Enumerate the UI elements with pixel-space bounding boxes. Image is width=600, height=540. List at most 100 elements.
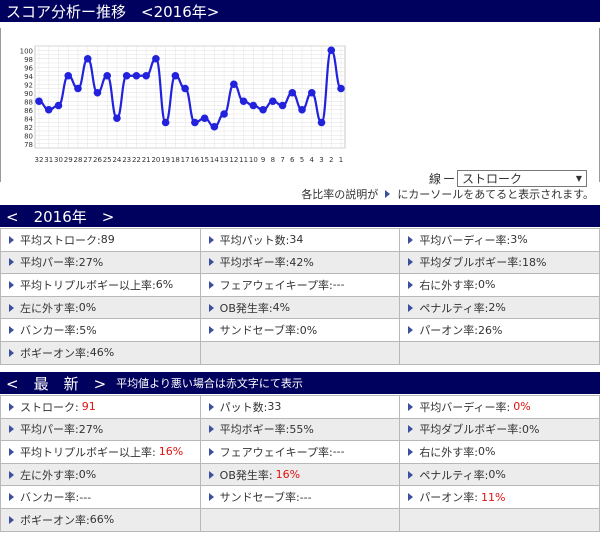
stat-label: 右に外す率: bbox=[419, 445, 479, 459]
line-selector: 線 ー ストローク ▼ bbox=[429, 170, 588, 187]
triangle-marker-icon[interactable] bbox=[208, 493, 214, 502]
year-section-header: < 2016年 > bbox=[0, 205, 600, 227]
stat-label: ボギーオン率: bbox=[20, 346, 90, 360]
table-row: 平均トリプルボギー以上率: 16% フェアウェイキープ率: --- 右に外す率: 0% bbox=[0, 440, 600, 464]
stat-item[interactable]: フェアウェイキープ率: --- bbox=[208, 444, 399, 460]
stat-item[interactable]: ストローク: 91 bbox=[9, 399, 199, 415]
triangle-marker-icon[interactable] bbox=[208, 402, 214, 411]
stat-item[interactable]: 左に外す率: 0% bbox=[9, 467, 199, 483]
stat-item[interactable]: バンカー率: 5% bbox=[9, 322, 199, 338]
triangle-marker-icon[interactable] bbox=[408, 303, 414, 312]
stat-item[interactable]: 平均ボギー率: 42% bbox=[208, 254, 399, 270]
triangle-marker-icon[interactable] bbox=[408, 447, 414, 456]
stat-value: 0% bbox=[78, 301, 97, 315]
triangle-marker-icon[interactable] bbox=[9, 447, 14, 456]
stat-item[interactable]: ペナルティ率: 0% bbox=[408, 467, 598, 483]
triangle-marker-icon[interactable] bbox=[408, 280, 414, 289]
triangle-marker-icon[interactable] bbox=[208, 470, 214, 479]
stat-cell: ボギーオン率: 66% bbox=[0, 507, 201, 532]
line-type-select[interactable]: ストローク ▼ bbox=[457, 170, 588, 187]
triangle-marker-icon[interactable] bbox=[208, 447, 214, 456]
table-row: 左に外す率: 0% OB発生率: 16% ペナルティ率: 0% bbox=[0, 462, 600, 487]
triangle-marker-icon[interactable] bbox=[408, 326, 414, 335]
stat-cell: パーオン率: 11% bbox=[399, 485, 600, 509]
stat-cell: サンドセーブ率: 0% bbox=[199, 318, 401, 342]
stat-item[interactable]: パーオン率: 26% bbox=[408, 322, 598, 338]
stat-item[interactable]: 平均ダブルボギー率: 18% bbox=[408, 254, 598, 270]
stat-cell: ペナルティ率: 0% bbox=[399, 462, 600, 487]
stat-value: 55% bbox=[289, 422, 314, 436]
data-point bbox=[269, 97, 277, 106]
data-point bbox=[161, 118, 170, 127]
stat-cell bbox=[399, 340, 600, 365]
x-tick-label: 32 bbox=[35, 156, 44, 164]
triangle-marker-icon[interactable] bbox=[408, 493, 414, 502]
triangle-marker-icon[interactable] bbox=[408, 402, 414, 411]
stat-item[interactable]: ボギーオン率: 46% bbox=[9, 345, 199, 361]
stat-label: ボギーオン率: bbox=[20, 513, 90, 527]
y-tick-label: 100 bbox=[20, 47, 33, 55]
triangle-marker-icon[interactable] bbox=[208, 425, 214, 434]
stat-item[interactable]: 平均パー率: 27% bbox=[9, 421, 199, 437]
stat-item[interactable]: サンドセーブ率: 0% bbox=[208, 322, 399, 338]
stat-value: 16% bbox=[275, 468, 301, 482]
stat-item[interactable]: OB発生率: 16% bbox=[208, 467, 399, 483]
triangle-marker-icon[interactable] bbox=[208, 258, 214, 267]
y-tick-label: 90 bbox=[24, 90, 33, 98]
triangle-marker-icon[interactable] bbox=[208, 235, 214, 244]
stat-value: 42% bbox=[289, 255, 314, 269]
triangle-marker-icon[interactable] bbox=[9, 326, 14, 335]
triangle-marker-icon[interactable] bbox=[208, 326, 214, 335]
stat-item[interactable]: 平均バーディー率: 3% bbox=[408, 232, 598, 248]
stat-item[interactable]: バンカー率: --- bbox=[9, 489, 199, 505]
triangle-marker-icon[interactable] bbox=[9, 280, 14, 289]
stat-value: --- bbox=[299, 490, 312, 504]
stat-item[interactable]: 平均パー率: 27% bbox=[9, 254, 199, 270]
stat-label: ペナルティ率: bbox=[419, 468, 489, 482]
x-tick-label: 18 bbox=[171, 156, 180, 164]
triangle-marker-icon[interactable] bbox=[208, 280, 214, 289]
stat-item[interactable]: 平均バーディー率: 0% bbox=[408, 399, 598, 415]
triangle-marker-icon[interactable] bbox=[408, 235, 414, 244]
stat-item[interactable]: 右に外す率: 0% bbox=[408, 277, 598, 293]
stat-label: 平均ボギー率: bbox=[219, 423, 290, 437]
stat-item[interactable]: 平均トリプルボギー以上率: 16% bbox=[9, 444, 199, 460]
triangle-marker-icon[interactable] bbox=[408, 425, 414, 434]
stat-label: フェアウェイキープ率: bbox=[219, 445, 333, 459]
stat-item[interactable]: 平均ダブルボギー率: 0% bbox=[408, 421, 598, 437]
stat-cell: フェアウェイキープ率: --- bbox=[199, 440, 401, 464]
triangle-marker-icon[interactable] bbox=[9, 470, 14, 479]
stat-item[interactable]: 平均トリプルボギー以上率: 6% bbox=[9, 277, 199, 293]
triangle-marker-icon[interactable] bbox=[408, 470, 414, 479]
stat-item[interactable]: ペナルティ率: 2% bbox=[408, 300, 598, 316]
stat-item[interactable]: パット数: 33 bbox=[208, 399, 399, 415]
x-tick-label: 7 bbox=[280, 156, 284, 164]
stat-item[interactable]: 平均ストローク: 89 bbox=[9, 232, 199, 248]
triangle-marker-icon[interactable] bbox=[9, 515, 14, 524]
data-point bbox=[122, 71, 131, 80]
triangle-marker-icon[interactable] bbox=[9, 303, 14, 312]
stat-item[interactable]: パーオン率: 11% bbox=[408, 489, 598, 505]
stat-item[interactable]: サンドセーブ率: --- bbox=[208, 489, 399, 505]
triangle-marker-icon[interactable] bbox=[9, 348, 14, 357]
stat-item[interactable]: ボギーオン率: 66% bbox=[9, 512, 199, 528]
stat-value: 34 bbox=[289, 233, 304, 247]
stat-item[interactable]: 平均パット数: 34 bbox=[208, 232, 399, 248]
x-tick-label: 14 bbox=[210, 156, 219, 164]
stat-item[interactable]: OB発生率: 4% bbox=[208, 300, 399, 316]
triangle-marker-icon[interactable] bbox=[9, 235, 14, 244]
stat-value: --- bbox=[332, 278, 345, 292]
triangle-marker-icon[interactable] bbox=[408, 258, 414, 267]
triangle-marker-icon[interactable] bbox=[9, 425, 14, 434]
triangle-marker-icon[interactable] bbox=[208, 303, 214, 312]
stat-item[interactable]: 平均ボギー率: 55% bbox=[208, 421, 399, 437]
triangle-marker-icon[interactable] bbox=[9, 258, 14, 267]
triangle-marker-icon[interactable] bbox=[9, 402, 14, 411]
triangle-marker-icon[interactable] bbox=[9, 493, 14, 502]
x-tick-label: 9 bbox=[261, 156, 265, 164]
stat-item[interactable]: 右に外す率: 0% bbox=[408, 444, 598, 460]
stat-value: 0% bbox=[522, 422, 540, 436]
stat-item[interactable]: フェアウェイキープ率: --- bbox=[208, 277, 399, 293]
stat-item[interactable]: 左に外す率: 0% bbox=[9, 300, 199, 316]
